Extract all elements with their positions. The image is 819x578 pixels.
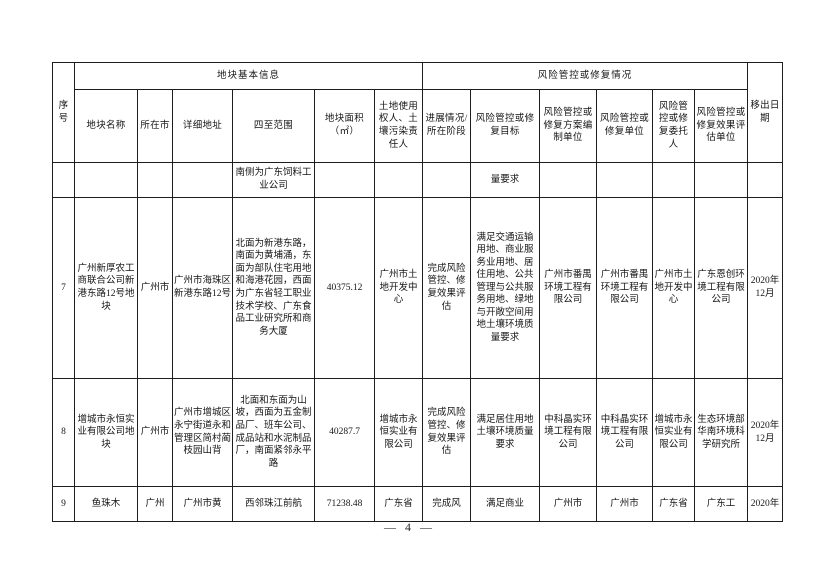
cell-progress: [422, 162, 472, 198]
cell-boundaries: 北面和东面为山坡，西面为五金制品厂、班车公司、成品站和水泥制品厂，南面紧邻永平路: [232, 378, 315, 487]
column-header-plot-name: 地块名称: [74, 89, 138, 163]
column-header-land-user: 土地使用权人、土壤污染责任人: [373, 89, 424, 163]
column-header-city: 所在市: [137, 89, 173, 163]
cell-progress: 完成风: [422, 486, 472, 522]
column-header-boundaries: 四至范围: [232, 89, 315, 163]
cell-exit-date: 2020年: [747, 486, 784, 522]
column-header-area-unit: （㎡）: [329, 127, 360, 137]
group-header-basic-info: 地块基本信息: [73, 62, 424, 90]
cell-address: 广州市海珠区新港东路12号: [172, 197, 233, 379]
cell-index: 9: [52, 486, 75, 522]
cell-remediation-unit: [596, 162, 654, 198]
cell-index: 7: [52, 197, 75, 379]
group-header-row: 序号 地块基本信息 风险管控或修复情况 移出日期: [52, 62, 784, 163]
cell-exit-date: 2020年12月: [747, 378, 784, 487]
cell-area: [314, 162, 375, 198]
cell-target: 量要求: [470, 162, 541, 198]
column-header-evaluation-unit: 风险管控或修复效果评估单位: [694, 89, 749, 163]
cell-land-user: [373, 162, 424, 198]
cell-target: 满足居住用地土壤环境质量要求: [470, 378, 541, 487]
cell-plan-unit: 中科晶实环境工程有限公司: [539, 378, 598, 487]
cell-address: [172, 162, 233, 198]
column-header-address: 详细地址: [172, 89, 233, 163]
cell-client: [652, 162, 696, 198]
column-header-exit-date: 移出日期: [747, 62, 784, 163]
cell-remediation-unit: 广州市番禺环境工程有限公司: [596, 197, 654, 379]
column-header-target: 风险管控或修复目标: [470, 89, 541, 163]
cell-land-user: 增城市永恒实业有限公司: [373, 378, 424, 487]
table-container: 序号 地块基本信息 风险管控或修复情况 移出日期 地块名称 所在市 详细地址 四…: [52, 62, 784, 522]
cell-address: 广州市增城区永宁街道永和管理区简村蔺枝园山背: [172, 378, 233, 487]
cell-city: 广州市: [137, 197, 173, 379]
cell-boundaries: 南侧为广东饲料工业公司: [232, 162, 315, 198]
cell-plot-name: 鱼珠木: [74, 486, 138, 522]
table-row: 南侧为广东饲料工业公司 量要求: [52, 162, 784, 198]
cell-target: 满足商业: [470, 486, 541, 522]
cell-area: 71238.48: [314, 486, 375, 522]
cell-city: 广州: [137, 486, 173, 522]
column-header-client: 风险管控或修复委托人: [652, 89, 696, 163]
cell-target: 满足交通运输用地、商业服务业用地、居住用地、公共管理与公共服务用地、绿地与开敞空…: [470, 197, 541, 379]
cell-client: 广州市土地开发中心: [652, 197, 696, 379]
column-header-index: 序号: [52, 62, 75, 163]
cell-boundaries: 北面为新港东路，南面为黄埔涌，东面为部队住宅用地和海港花园，西面为广东省轻工职业…: [232, 197, 315, 379]
cell-remediation-unit: 广州市: [596, 486, 654, 522]
cell-city: 广州市: [137, 378, 173, 487]
cell-boundaries: 西邻珠江前航: [232, 486, 315, 522]
column-header-area: 地块面积 （㎡）: [314, 89, 375, 163]
table-body: 南侧为广东饲料工业公司 量要求 7 广州新厚农工商联合公司新港东路12号地块 广…: [52, 162, 784, 522]
cell-land-user: 广州市土地开发中心: [373, 197, 424, 379]
cell-remediation-unit: 中科晶实环境工程有限公司: [596, 378, 654, 487]
table-header: 序号 地块基本信息 风险管控或修复情况 移出日期 地块名称 所在市 详细地址 四…: [52, 62, 784, 163]
cell-plot-name: [74, 162, 138, 198]
table-row: 8 增城市永恒实业有限公司地块 广州市 广州市增城区永宁街道永和管理区简村蔺枝园…: [52, 378, 784, 487]
cell-plan-unit: 广州市: [539, 486, 598, 522]
cell-exit-date: 2020年12月: [747, 197, 784, 379]
column-header-plan-unit: 风险管控或修复方案编制单位: [539, 89, 598, 163]
table-row: 9 鱼珠木 广州 广州市黄 西邻珠江前航 71238.48 广东省 完成风 满足…: [52, 486, 784, 522]
column-header-row: 地块名称 所在市 详细地址 四至范围 地块面积 （㎡） 土地使用权人、土壤污染责…: [53, 89, 783, 163]
cell-progress: 完成风险管控、修复效果评估: [422, 378, 472, 487]
cell-client: 广东省: [652, 486, 696, 522]
group-header-risk-control: 风险管控或修复情况: [422, 62, 749, 90]
cell-plan-unit: 广州市番禺环境工程有限公司: [539, 197, 598, 379]
soil-plot-table: 序号 地块基本信息 风险管控或修复情况 移出日期 地块名称 所在市 详细地址 四…: [52, 62, 784, 522]
cell-plot-name: 增城市永恒实业有限公司地块: [74, 378, 138, 487]
cell-evaluation-unit: 生态环境部华南环境科学研究所: [694, 378, 749, 487]
cell-area: 40287.7: [314, 378, 375, 487]
cell-evaluation-unit: 广东工: [694, 486, 749, 522]
cell-index: [52, 162, 75, 198]
table-row: 7 广州新厚农工商联合公司新港东路12号地块 广州市 广州市海珠区新港东路12号…: [52, 197, 784, 379]
cell-evaluation-unit: 广东恩创环境工程有限公司: [694, 197, 749, 379]
cell-evaluation-unit: [694, 162, 749, 198]
cell-client: 增城市永恒实业有限公司: [652, 378, 696, 487]
column-header-area-main: 地块面积: [324, 114, 365, 125]
cell-land-user: 广东省: [373, 486, 424, 522]
cell-index: 8: [52, 378, 75, 487]
cell-address: 广州市黄: [172, 486, 233, 522]
cell-city: [137, 162, 173, 198]
cell-plot-name: 广州新厚农工商联合公司新港东路12号地块: [74, 197, 138, 379]
page-number: — 4 —: [384, 520, 435, 534]
cell-plan-unit: [539, 162, 598, 198]
cell-exit-date: [747, 162, 784, 198]
column-header-progress: 进展情况/所在阶段: [422, 89, 472, 163]
cell-area: 40375.12: [314, 197, 375, 379]
cell-progress: 完成风险管控、修复效果评估: [422, 197, 472, 379]
column-header-remediation-unit: 风险管控或修复单位: [596, 89, 654, 163]
